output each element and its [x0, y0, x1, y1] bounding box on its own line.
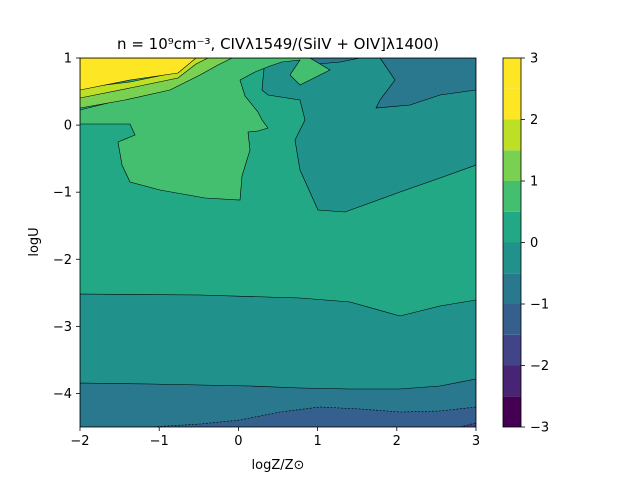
colorbar-tick-label: 2 — [530, 113, 538, 128]
colorbar-segment — [503, 334, 521, 366]
x-axis: −2 −1 0 1 2 3 — [70, 427, 480, 449]
colorbar-segment — [503, 211, 521, 243]
y-axis: 1 0 −1 −2 −3 −4 — [53, 52, 80, 402]
y-tick-label: 1 — [64, 52, 72, 67]
colorbar-segment — [503, 181, 521, 212]
plot-frame — [79, 57, 477, 428]
colorbar-segment — [503, 150, 521, 181]
colorbar-segment — [503, 304, 521, 335]
colorbar-tick-label: 0 — [530, 236, 538, 251]
colorbar-tick-label: −1 — [530, 298, 549, 313]
colorbar-segment — [503, 88, 521, 120]
y-axis-label: logU — [27, 227, 42, 256]
x-tick-label: 1 — [313, 434, 321, 449]
contour-band-corner-3 — [80, 58, 197, 91]
y-tick-label: −3 — [53, 320, 72, 335]
colorbar-segment — [503, 242, 521, 274]
colorbar-segment — [503, 273, 521, 304]
colorbar-segment — [503, 58, 521, 89]
x-tick-label: 2 — [393, 434, 401, 449]
colorbar: 3 2 1 0 −1 −2 −3 — [502, 52, 549, 436]
contour-band-lowest — [149, 406, 476, 427]
chart-title: n = 10⁹cm⁻³, CIVλ1549/(SiIV + OIV]λ1400) — [117, 35, 439, 53]
y-tick-label: −1 — [53, 186, 72, 201]
y-tick-label: 0 — [64, 119, 72, 134]
colorbar-tick-label: −3 — [530, 421, 549, 436]
colorbar-segment — [503, 119, 521, 151]
y-tick-label: −2 — [53, 253, 72, 268]
colorbar-segment — [503, 396, 521, 427]
colorbar-tick-label: 1 — [530, 175, 538, 190]
contour-band-deepest — [459, 422, 476, 427]
x-axis-label: logZ/Z⊙ — [252, 458, 305, 473]
contour-band-corner-2 — [80, 58, 209, 99]
contour-band-low-upper-right — [375, 58, 476, 109]
x-tick-label: 0 — [234, 434, 242, 449]
contour-plot — [80, 58, 476, 427]
colorbar-segment — [503, 365, 521, 397]
x-tick-label: −1 — [150, 434, 169, 449]
x-tick-label: −2 — [70, 434, 89, 449]
x-tick-label: 3 — [472, 434, 480, 449]
colorbar-tick-label: −2 — [530, 359, 549, 374]
colorbar-tick-label: 3 — [530, 52, 538, 67]
y-tick-label: −4 — [53, 387, 72, 402]
